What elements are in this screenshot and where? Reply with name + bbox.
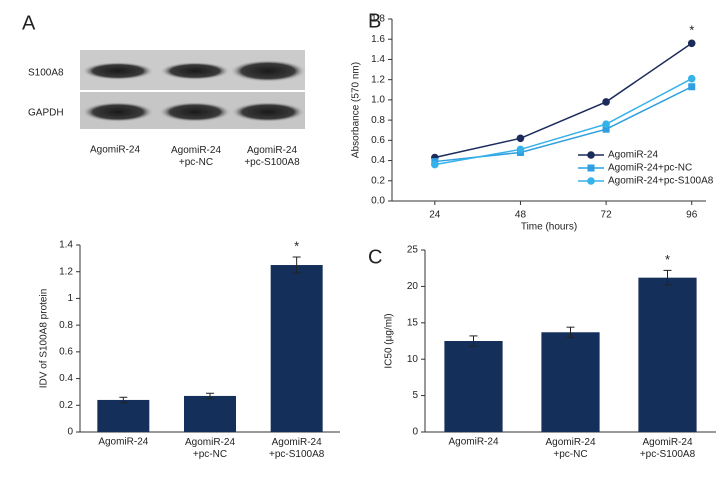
x-tick-label: 48 <box>515 210 527 221</box>
y-axis-label: IDV of S100A8 protein <box>39 289 50 389</box>
blot-lane-label: AgomiR-24 +pc-NC <box>171 145 221 168</box>
y-tick-label: 0.6 <box>59 346 73 357</box>
legend-marker <box>587 177 595 185</box>
y-tick-label: 5 <box>412 390 418 401</box>
y-tick-label: 15 <box>407 317 419 328</box>
point <box>687 74 696 83</box>
blot-row-label: S100A8 <box>28 68 64 79</box>
y-tick-label: 0.6 <box>371 135 385 146</box>
y-tick-label: 1.4 <box>59 240 73 251</box>
series-line <box>434 77 693 166</box>
legend-label: AgomiR-24 <box>608 150 658 161</box>
x-tick-label: AgomiR-24 +pc-NC <box>545 437 595 460</box>
blot-image <box>80 50 306 129</box>
y-tick-label: 25 <box>407 245 419 256</box>
legend-label: AgomiR-24+pc-NC <box>608 163 692 174</box>
legend-label: AgomiR-24+pc-S100A8 <box>608 176 714 187</box>
y-tick-label: 1.8 <box>371 14 385 25</box>
point <box>687 39 696 48</box>
blot-lane-label: AgomiR-24 <box>90 145 140 156</box>
bar <box>541 332 600 432</box>
blot-lane-label: AgomiR-24 +pc-S100A8 <box>244 145 300 168</box>
bar <box>184 395 236 432</box>
x-tick-label: AgomiR-24 +pc-NC <box>185 437 235 460</box>
point <box>602 125 610 133</box>
bar <box>444 341 503 432</box>
y-tick-label: 0 <box>412 427 418 438</box>
annotation: * <box>665 252 670 267</box>
y-tick-label: 0 <box>67 427 73 438</box>
point <box>516 134 525 143</box>
x-tick-label: 96 <box>686 210 698 221</box>
y-axis-label: Absorbance (570 nm) <box>351 62 362 158</box>
y-tick-label: 0.2 <box>59 400 73 411</box>
point <box>431 160 439 169</box>
bar <box>97 399 150 432</box>
annotation: * <box>294 238 299 253</box>
point <box>688 83 696 91</box>
x-tick-label: 72 <box>601 210 613 221</box>
x-tick-label: AgomiR-24 <box>98 437 148 448</box>
y-tick-label: 0.8 <box>371 115 385 126</box>
x-tick-label: 24 <box>429 210 441 221</box>
y-tick-label: 0.8 <box>59 320 73 331</box>
y-tick-label: 1.2 <box>59 266 73 277</box>
y-tick-label: 20 <box>407 281 419 292</box>
panel-label: C <box>368 246 382 268</box>
x-tick-label: AgomiR-24 +pc-S100A8 <box>269 437 325 460</box>
point <box>602 98 610 106</box>
x-axis-label: Time (hours) <box>521 222 577 233</box>
legend-marker <box>587 151 595 159</box>
y-tick-label: 0.2 <box>371 175 385 186</box>
point <box>516 145 525 154</box>
bar <box>270 265 323 432</box>
y-tick-label: 1.4 <box>371 54 385 65</box>
x-tick-label: AgomiR-24 <box>448 437 498 448</box>
y-tick-label: 1.6 <box>371 34 385 45</box>
y-tick-label: 10 <box>407 354 419 365</box>
annotation: * <box>689 23 694 38</box>
y-tick-label: 0.4 <box>59 373 73 384</box>
panel-label: B <box>368 10 381 32</box>
series-line <box>434 42 693 159</box>
y-axis-label: IC50 (µg/ml) <box>384 313 395 368</box>
blot-row-label: GAPDH <box>28 108 64 119</box>
y-tick-label: 1.0 <box>371 95 385 106</box>
bar <box>638 277 697 432</box>
x-tick-label: AgomiR-24 +pc-S100A8 <box>640 437 696 460</box>
y-tick-label: 1.2 <box>371 74 385 85</box>
point <box>602 120 610 128</box>
legend-marker <box>587 164 595 172</box>
y-tick-label: 0.0 <box>371 196 385 207</box>
panel-label: A <box>22 12 36 34</box>
y-tick-label: 0.4 <box>371 155 385 166</box>
y-tick-label: 1 <box>67 293 73 304</box>
